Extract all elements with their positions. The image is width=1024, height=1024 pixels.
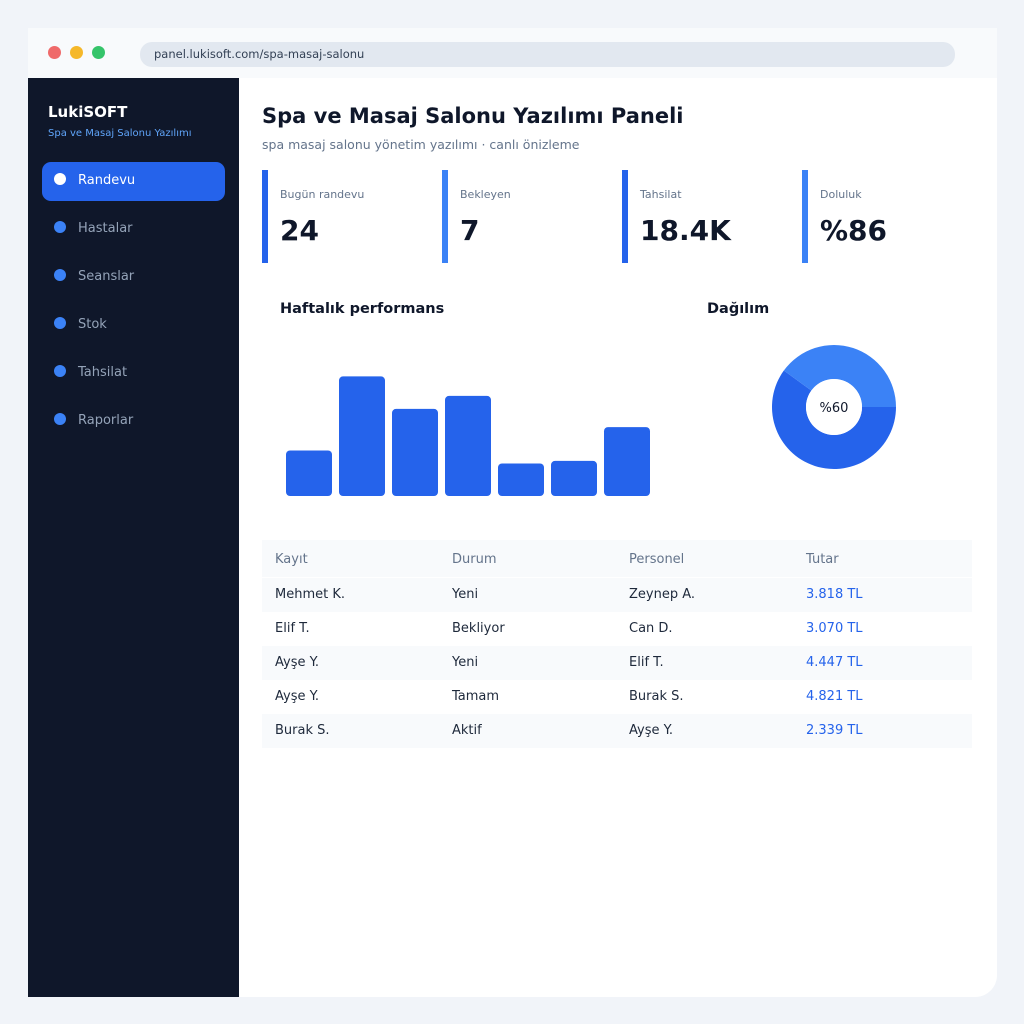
main-content: Spa ve Masaj Salonu Yazılımı Paneli spa …	[239, 78, 997, 997]
table-cell: Ayşe Y.	[275, 655, 320, 670]
sidebar-item-seanslar[interactable]: Seanslar	[42, 258, 225, 297]
table-row[interactable]: Ayşe Y. Tamam Burak S. 4.821 TL	[262, 680, 972, 714]
nav-dot-icon	[54, 221, 66, 233]
sidebar-item-label: Randevu	[78, 173, 136, 188]
table-cell: Yeni	[452, 655, 479, 670]
donut-slice-0	[772, 370, 896, 469]
donut-center-label: %60	[820, 401, 849, 416]
table-cell: Tamam	[452, 689, 500, 704]
browser-titlebar: panel.lukisoft.com/spa-masaj-salonu	[28, 28, 997, 78]
table-row[interactable]: Ayşe Y. Yeni Elif T. 4.447 TL	[262, 646, 972, 680]
donut-slice-1	[783, 345, 896, 407]
table-cell: Aktif	[452, 723, 482, 738]
table-row[interactable]: Burak S. Aktif Ayşe Y. 2.339 TL	[262, 714, 972, 748]
stat-value: 18.4K	[640, 214, 731, 247]
page-subtitle: spa masaj salonu yönetim yazılımı · canl…	[262, 137, 580, 152]
table-cell: Burak S.	[275, 723, 330, 738]
table-cell: Can D.	[629, 621, 673, 636]
table-cell: Elif T.	[275, 621, 310, 636]
distribution-chart-title: Dağılım	[707, 301, 770, 317]
donut-center	[806, 379, 862, 435]
bar-5	[551, 460, 597, 496]
performance-bar-chart	[286, 376, 650, 496]
table-row[interactable]: Mehmet K. Yeni Zeynep A. 3.818 TL	[262, 578, 972, 612]
brand-subtitle: Spa ve Masaj Salonu Yazılımı	[48, 128, 192, 139]
sidebar-item-label: Tahsilat	[78, 365, 128, 380]
distribution-donut-chart: %60	[772, 345, 896, 469]
bar-0	[286, 450, 332, 496]
sidebar-item-label: Stok	[78, 317, 107, 332]
sidebar-item-hastalar[interactable]: Hastalar	[42, 210, 225, 249]
table-cell: Burak S.	[629, 689, 684, 704]
nav-dot-icon	[54, 413, 66, 425]
bar-3	[445, 395, 491, 496]
stat-value: 24	[280, 214, 319, 247]
sidebar-item-label: Hastalar	[78, 221, 133, 236]
stat-label: Tahsilat	[640, 188, 682, 201]
address-bar[interactable]: panel.lukisoft.com/spa-masaj-salonu	[140, 42, 955, 67]
sidebar-item-stok[interactable]: Stok	[42, 306, 225, 345]
close-window-button[interactable]	[48, 46, 61, 59]
nav-dot-icon	[54, 365, 66, 377]
table-cell: Bekliyor	[452, 621, 505, 636]
bar-1	[339, 376, 385, 496]
column-header[interactable]: Tutar	[806, 552, 839, 567]
table-cell: Ayşe Y.	[629, 723, 674, 738]
minimize-window-button[interactable]	[70, 46, 83, 59]
sidebar: LukiSOFT Spa ve Masaj Salonu Yazılımı Ra…	[28, 78, 239, 997]
brand-logo: LukiSOFT	[48, 103, 128, 121]
sidebar-item-raporlar[interactable]: Raporlar	[42, 402, 225, 441]
table-cell: 3.070 TL	[806, 621, 863, 636]
table-cell: Yeni	[452, 587, 479, 602]
sidebar-item-label: Raporlar	[78, 413, 134, 428]
table-cell: 2.339 TL	[806, 723, 863, 738]
table-cell: 4.821 TL	[806, 689, 863, 704]
sidebar-item-randevu[interactable]: Randevu	[42, 162, 225, 201]
nav-dot-icon	[54, 317, 66, 329]
table-cell: 3.818 TL	[806, 587, 863, 602]
stat-card-occupancy: Doluluk %86	[802, 170, 972, 263]
stat-value: 7	[460, 214, 480, 247]
stat-card-collection: Tahsilat 18.4K	[622, 170, 792, 263]
table-cell: Mehmet K.	[275, 587, 346, 602]
column-header[interactable]: Personel	[629, 552, 685, 567]
stat-card-pending: Bekleyen 7	[442, 170, 612, 263]
app-window: panel.lukisoft.com/spa-masaj-salonu Luki…	[28, 28, 997, 997]
column-header[interactable]: Kayıt	[275, 552, 308, 567]
performance-chart-title: Haftalık performans	[280, 301, 445, 317]
table-cell: Zeynep A.	[629, 587, 696, 602]
sidebar-item-label: Seanslar	[78, 269, 135, 284]
table-cell: 4.447 TL	[806, 655, 863, 670]
sidebar-item-tahsilat[interactable]: Tahsilat	[42, 354, 225, 393]
stat-card-appointments: Bugün randevu 24	[262, 170, 432, 263]
stat-label: Bugün randevu	[280, 188, 365, 201]
bar-4	[498, 463, 544, 496]
stat-value: %86	[820, 214, 888, 247]
bar-6	[604, 427, 650, 496]
table-cell: Ayşe Y.	[275, 689, 320, 704]
table-header-row: Kayıt Durum Personel Tutar	[262, 540, 972, 577]
maximize-window-button[interactable]	[92, 46, 105, 59]
table-row[interactable]: Elif T. Bekliyor Can D. 3.070 TL	[262, 612, 972, 646]
table-cell: Elif T.	[629, 655, 664, 670]
stat-label: Doluluk	[820, 188, 862, 201]
page-title: Spa ve Masaj Salonu Yazılımı Paneli	[262, 104, 684, 128]
nav-dot-icon	[54, 269, 66, 281]
stat-label: Bekleyen	[460, 188, 511, 201]
column-header[interactable]: Durum	[452, 552, 497, 567]
bar-2	[392, 408, 438, 496]
nav-dot-icon	[54, 173, 66, 185]
